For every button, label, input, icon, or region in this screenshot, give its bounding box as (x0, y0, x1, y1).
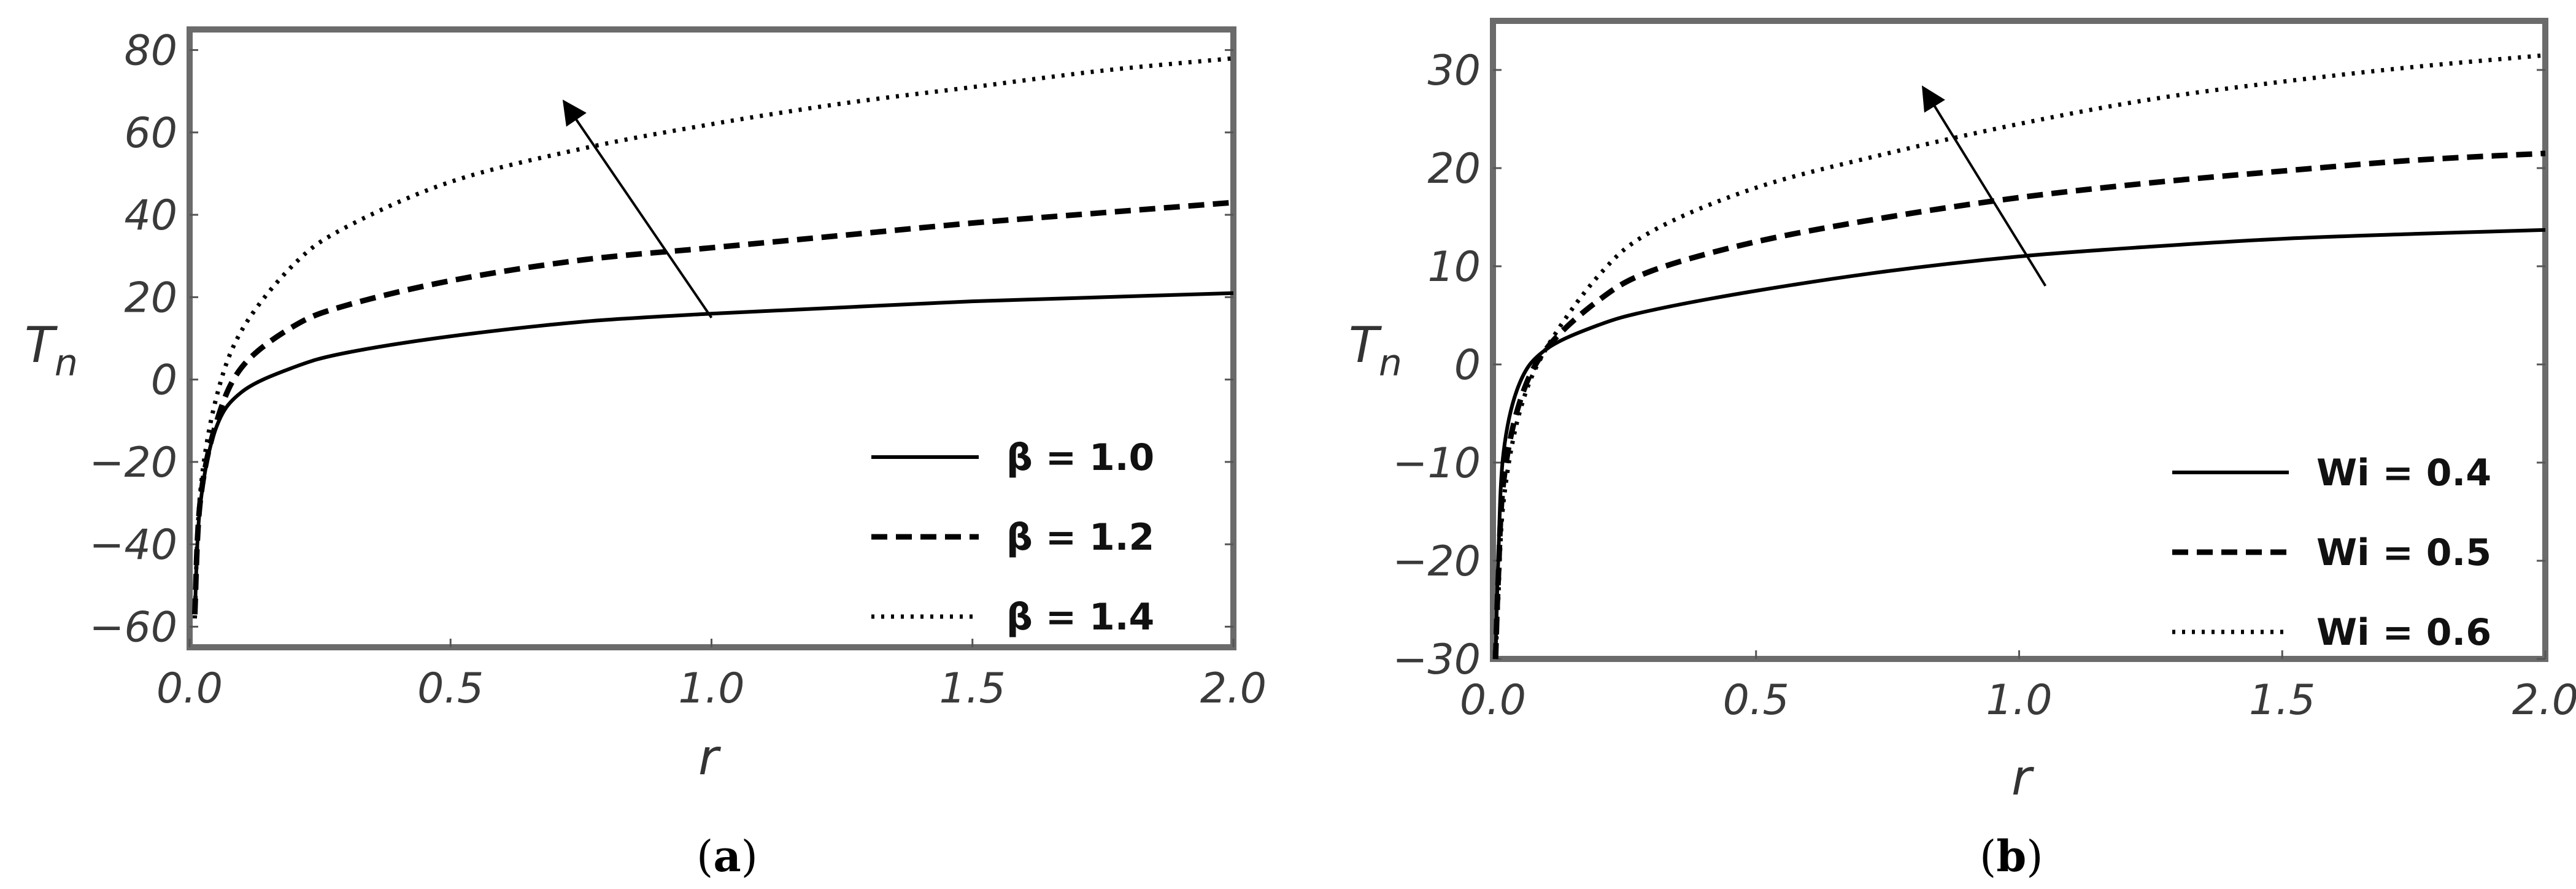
y-tick-label: −10 (1392, 439, 1481, 488)
series-line-dashed (192, 199, 1234, 615)
x-tick-label: 1.0 (678, 664, 744, 713)
y-axis-label-a: Tn (25, 317, 78, 385)
y-tick-label: 0 (1454, 341, 1481, 390)
x-tick-label: 1.5 (2249, 676, 2315, 725)
x-ticks-a: 0.0 0.5 1.0 1.5 2.0 (156, 639, 1267, 713)
y-tick-label: −20 (1392, 537, 1481, 586)
x-tick-label: 0.5 (1723, 676, 1789, 725)
y-tick-label: 0 (151, 356, 177, 405)
y-tick-label: −40 (89, 521, 177, 569)
x-tick-label: 1.5 (939, 664, 1006, 713)
series-line-dashed (1492, 150, 2546, 660)
trend-arrow-a (562, 99, 713, 319)
x-tick-label: 0.0 (1460, 676, 1526, 725)
series-lines-b (1492, 53, 2546, 660)
legend-a: β = 1.0 β = 1.2 β = 1.4 (871, 436, 1154, 639)
y-axis-label-b: Tn (1349, 317, 1402, 385)
trend-arrow-b (1921, 85, 2047, 287)
x-tick-label: 1.0 (1986, 676, 2052, 725)
x-axis-label-a: r (698, 729, 722, 786)
y-tick-label: 10 (1427, 243, 1481, 291)
panel-a: −60 −40 −20 0 20 40 60 80 0.0 0.5 1.0 1.5 2.0 β = 1… (25, 26, 1267, 882)
series-line-solid (1494, 228, 2546, 660)
y-tick-label: 20 (1427, 145, 1481, 193)
y-tick-label: 20 (124, 274, 177, 322)
x-ticks-b: 0.0 0.5 1.0 1.5 2.0 (1460, 650, 2576, 725)
legend-label: β = 1.2 (1006, 516, 1154, 559)
y-tick-label: 80 (124, 27, 177, 75)
y-tick-label: 30 (1427, 47, 1481, 95)
legend-label: Wi = 0.5 (2316, 531, 2491, 574)
y-tick-label: −30 (1392, 636, 1481, 684)
legend-label: β = 1.0 (1006, 436, 1154, 479)
caption-a: (a) (696, 831, 758, 882)
series-line-dotted (1493, 53, 2546, 660)
x-tick-label: 0.5 (417, 664, 484, 713)
series-lines-a (192, 56, 1234, 619)
x-tick-label: 2.0 (2512, 676, 2576, 725)
x-tick-label: 0.0 (156, 664, 223, 713)
y-tick-label: −60 (89, 603, 177, 652)
x-tick-label: 2.0 (1200, 664, 1267, 713)
y-tick-label: 60 (124, 109, 177, 158)
caption-b: (b) (1980, 831, 2043, 882)
y-ticks-b: −30 −20 −10 0 10 20 30 (1392, 47, 2545, 684)
legend-label: Wi = 0.4 (2316, 452, 2491, 495)
legend-label: Wi = 0.6 (2316, 611, 2491, 654)
legend-label: β = 1.4 (1006, 596, 1154, 639)
y-ticks-a: −60 −40 −20 0 20 40 60 80 (89, 27, 1233, 652)
y-tick-label: −20 (89, 439, 177, 487)
x-axis-label-b: r (2011, 749, 2035, 806)
panel-b: −30 −20 −10 0 10 20 30 0.0 0.5 1.0 1.5 2.0 Wi = 0.… (1349, 18, 2576, 882)
y-tick-label: 40 (124, 191, 177, 240)
legend-b: Wi = 0.4 Wi = 0.5 Wi = 0.6 (2172, 452, 2491, 654)
